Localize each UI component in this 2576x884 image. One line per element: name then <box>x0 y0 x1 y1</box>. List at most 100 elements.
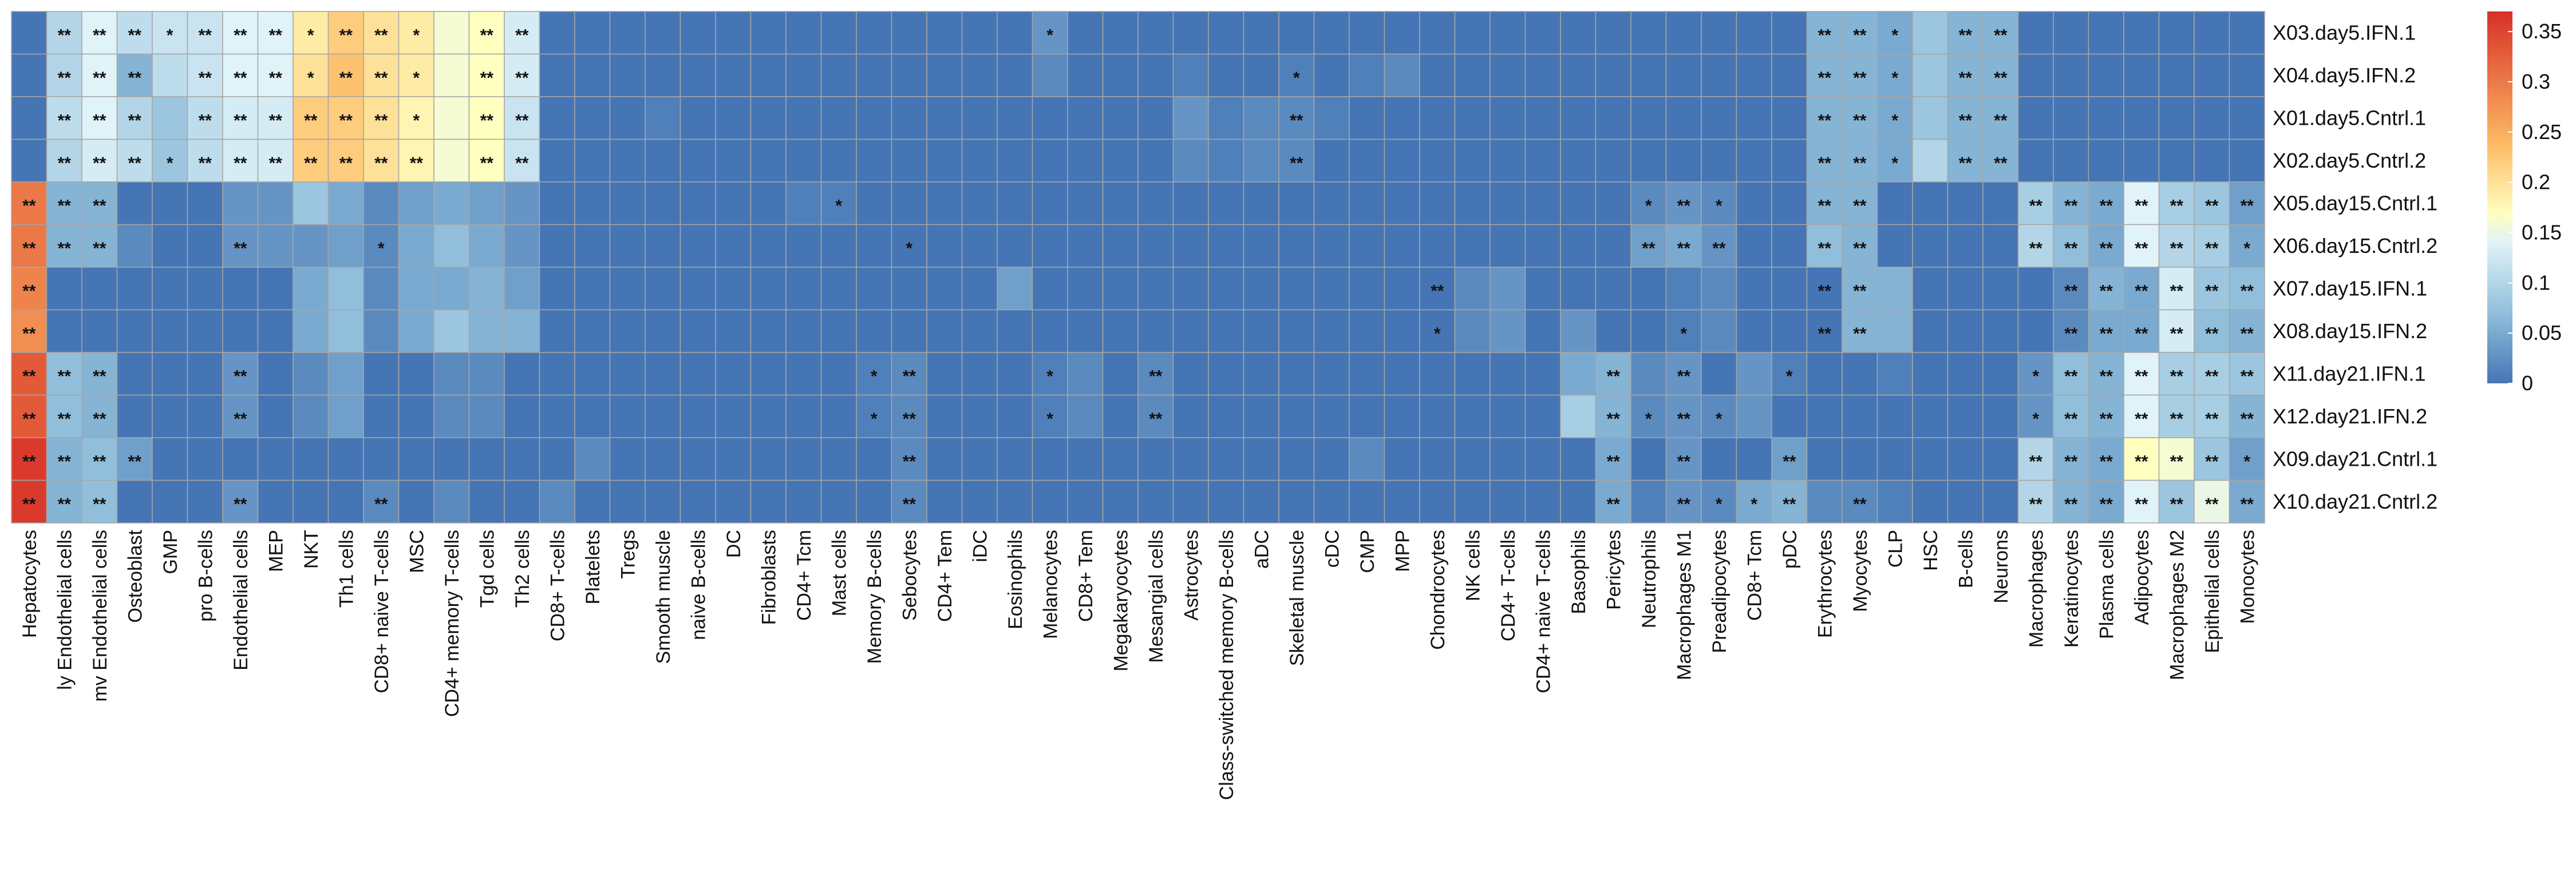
heatmap-cell <box>1137 479 1174 524</box>
heatmap-cell <box>785 224 822 268</box>
heatmap-cell <box>645 352 681 396</box>
heatmap-cell <box>574 479 611 524</box>
heatmap-cell <box>293 267 329 311</box>
row-labels: X03.day5.IFN.1 X04.day5.IFN.2 X01.day5.Cnt… <box>2273 21 2437 513</box>
heatmap-cell <box>1947 437 1984 481</box>
heatmap-cell <box>961 394 998 438</box>
significance-marker: ** <box>22 495 36 514</box>
significance-marker: * <box>1046 410 1053 429</box>
heatmap-cell <box>574 352 611 396</box>
column-label: Mast cells <box>828 530 850 616</box>
heatmap-cell <box>750 138 787 183</box>
heatmap-cell <box>961 138 998 183</box>
significance-marker: * <box>1046 367 1053 386</box>
significance-marker: ** <box>1607 452 1621 471</box>
heatmap-cell <box>1630 309 1667 353</box>
column-label: MPP <box>1392 530 1413 572</box>
significance-marker: ** <box>1853 324 1867 343</box>
significance-marker: ** <box>2135 410 2148 429</box>
heatmap-cell <box>1384 53 1420 97</box>
heatmap-cell <box>1067 437 1104 481</box>
heatmap-cell <box>574 181 611 225</box>
heatmap-cell <box>1982 96 2019 140</box>
heatmap-cell <box>961 479 998 524</box>
heatmap-cell <box>820 394 857 438</box>
significance-marker: ** <box>2064 452 2078 471</box>
heatmap-cell <box>2229 352 2265 396</box>
heatmap-cell <box>1876 181 1913 225</box>
heatmap-cell <box>1172 394 1209 438</box>
significance-marker: ** <box>1853 196 1867 215</box>
heatmap-cell <box>1454 53 1491 97</box>
heatmap-cell <box>504 224 540 268</box>
significance-marker: ** <box>480 69 494 88</box>
heatmap-cell <box>539 352 575 396</box>
heatmap-cell <box>398 53 434 97</box>
significance-marker: ** <box>1994 154 2008 173</box>
heatmap-cell <box>1490 53 1526 97</box>
heatmap-cell <box>2053 224 2089 268</box>
significance-marker: ** <box>2205 495 2219 514</box>
heatmap-cell <box>891 181 927 225</box>
significance-marker: ** <box>1994 26 2008 45</box>
heatmap-cell <box>1560 309 1597 353</box>
heatmap-cell <box>891 267 927 311</box>
heatmap-cell <box>187 267 223 311</box>
heatmap-cell <box>574 309 611 353</box>
heatmap-cell <box>1912 309 1949 353</box>
heatmap-cell <box>1736 267 1772 311</box>
heatmap-cell <box>1454 224 1491 268</box>
heatmap-cell <box>1595 11 1631 55</box>
heatmap-cell <box>926 96 963 140</box>
heatmap-cell <box>46 394 82 438</box>
heatmap-cell <box>961 181 998 225</box>
heatmap-cell <box>2158 437 2195 481</box>
significance-marker: ** <box>1959 154 1973 173</box>
heatmap-cell <box>2158 352 2195 396</box>
heatmap-cell <box>785 53 822 97</box>
column-label: Macrophages <box>2025 530 2047 648</box>
significance-marker: * <box>1891 111 1898 130</box>
heatmap-cell <box>1947 224 1984 268</box>
legend-tick-label: 0.1 <box>2522 271 2550 294</box>
heatmap-cell <box>1490 96 1526 140</box>
heatmap-cell <box>2229 138 2265 183</box>
significance-marker: ** <box>2205 239 2219 258</box>
significance-marker: ** <box>234 495 247 514</box>
heatmap-cell <box>187 309 223 353</box>
heatmap-cell <box>539 11 575 55</box>
heatmap-cell <box>997 181 1033 225</box>
significance-marker: ** <box>1783 495 1796 514</box>
heatmap-cell <box>1665 309 1702 353</box>
column-label: Memory B-cells <box>864 530 886 664</box>
significance-marker: ** <box>234 410 247 429</box>
heatmap-cell <box>116 309 153 353</box>
significance-marker: ** <box>339 111 353 130</box>
heatmap-cell <box>1912 394 1949 438</box>
heatmap-cell <box>609 479 646 524</box>
heatmap-cell <box>398 479 434 524</box>
heatmap-cell <box>1349 267 1385 311</box>
heatmap-cell <box>1982 437 2019 481</box>
heatmap-cell <box>1102 224 1139 268</box>
heatmap-cell <box>539 267 575 311</box>
heatmap-cell <box>2158 267 2195 311</box>
significance-marker: ** <box>128 111 142 130</box>
heatmap-cell <box>891 479 927 524</box>
heatmap-cell <box>433 11 470 55</box>
column-label: CD4+ Tcm <box>793 530 815 621</box>
heatmap-cell <box>1595 181 1631 225</box>
heatmap-cell <box>1137 394 1174 438</box>
heatmap-cell <box>1806 96 1843 140</box>
row-label: X09.day21.Cntrl.1 <box>2273 447 2437 470</box>
heatmap-cell <box>2229 437 2265 481</box>
heatmap-cell <box>222 138 259 183</box>
significance-marker: ** <box>1818 154 1832 173</box>
significance-marker: * <box>1891 26 1898 45</box>
heatmap-cell <box>398 394 434 438</box>
heatmap-cell <box>715 53 752 97</box>
heatmap-cell <box>2158 138 2195 183</box>
heatmap-cell <box>1172 479 1209 524</box>
significance-marker: * <box>2032 410 2039 429</box>
heatmap-cell <box>1067 96 1104 140</box>
